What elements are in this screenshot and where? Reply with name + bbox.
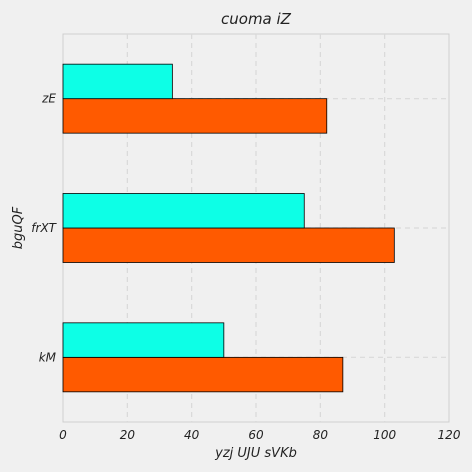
bar-series-1-zE <box>62 98 328 134</box>
bar-series-2-kM <box>62 322 225 358</box>
bar-series-2-zE <box>62 63 173 100</box>
chart-title: cuoma iZ <box>221 10 292 28</box>
bar-series-1-frXT <box>62 227 395 263</box>
x-tick-label: 80 <box>313 428 329 442</box>
x-tick-label: 100 <box>373 428 396 442</box>
y-axis-label: bguQF <box>11 206 26 249</box>
bars <box>62 63 395 393</box>
x-axis-ticks: 0 20 40 60 80 100 120 <box>59 428 461 442</box>
y-tick-label: zE <box>41 92 56 106</box>
x-tick-label: 40 <box>184 428 200 442</box>
y-tick-label: frXT <box>31 221 57 235</box>
y-axis-ticks: kM frXT zE <box>31 92 57 365</box>
bar-series-2-frXT <box>62 193 305 229</box>
bar-series-1-kM <box>62 356 344 393</box>
x-tick-label: 20 <box>120 428 136 442</box>
x-tick-label: 120 <box>438 428 461 442</box>
x-tick-label: 60 <box>248 428 264 442</box>
y-tick-label: kM <box>39 350 57 364</box>
x-axis-label: yzj UJU sVKb <box>214 446 297 461</box>
x-tick-label: 0 <box>59 428 67 442</box>
